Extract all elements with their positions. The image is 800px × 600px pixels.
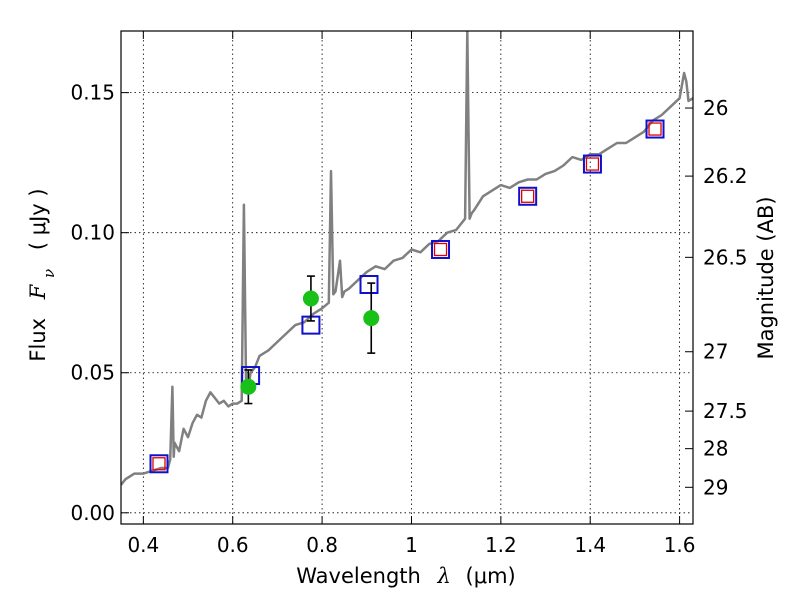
reference-photometry-square [152, 457, 166, 471]
y-axis-title-subscript: ν [40, 269, 58, 278]
model-photometry-square [518, 186, 538, 206]
observed-flux-point [240, 378, 257, 395]
reference-photometry-square [648, 122, 662, 136]
y2-tick-label: 26 [703, 96, 728, 120]
y2-tick-label: 29 [703, 475, 728, 499]
y-axis-title-symbol: F [26, 283, 50, 300]
grid-layer [121, 31, 693, 524]
y-tick-label: 0.15 [70, 81, 115, 105]
y-tick-label: 0.00 [70, 501, 115, 525]
x-tick-label: 1 [405, 533, 418, 557]
y-axis-title-units: ( μJy ) [26, 188, 50, 250]
model-photometry-square [149, 454, 169, 474]
x-axis-title-text: Wavelength [296, 564, 421, 588]
model-photometry-square [582, 154, 602, 174]
y2-tick-label: 27.5 [703, 399, 748, 423]
spectrum-line [121, 31, 693, 486]
reference-photometry-square [433, 242, 448, 257]
x-tick-label: 1.2 [485, 533, 517, 557]
y2-tick-label: 26.2 [703, 164, 748, 188]
model-photometry-square [359, 275, 379, 295]
y-tick-label: 0.05 [70, 361, 115, 385]
observed-flux-point [363, 310, 380, 327]
model-photometry-square [645, 119, 665, 139]
plot-frame [120, 30, 694, 525]
x-tick-label: 0.4 [127, 533, 159, 557]
tick-layer: 0.4 0.6 0.8 1 1.2 1.4 1.6 0.00 0.05 0.10 0.15 26 26.… [70, 31, 748, 557]
y2-tick-label: 28 [703, 437, 728, 461]
data-layer [121, 31, 693, 486]
x-tick-label: 0.8 [306, 533, 338, 557]
y-axis-title-text: Flux [26, 318, 50, 362]
reference-photometry-square [585, 157, 600, 171]
model-photometry-square [431, 239, 451, 259]
x-tick-label: 1.4 [574, 533, 606, 557]
x-axis-title: Wavelength λ (μm) [296, 564, 515, 588]
x-tick-label: 1.6 [664, 533, 696, 557]
y-axis-title: Flux F ν ( μJy ) [26, 188, 58, 361]
observed-flux-point [302, 290, 319, 307]
y2-tick-label: 26.5 [703, 245, 748, 269]
x-axis-title-symbol: λ [437, 564, 451, 588]
y2-tick-label: 27 [703, 340, 728, 364]
x-tick-label: 0.6 [217, 533, 249, 557]
x-axis-title-units: (μm) [466, 564, 516, 588]
y-tick-label: 0.10 [70, 221, 115, 245]
y2-axis-title: Magnitude (AB) [754, 196, 778, 359]
reference-photometry-square [521, 189, 535, 203]
